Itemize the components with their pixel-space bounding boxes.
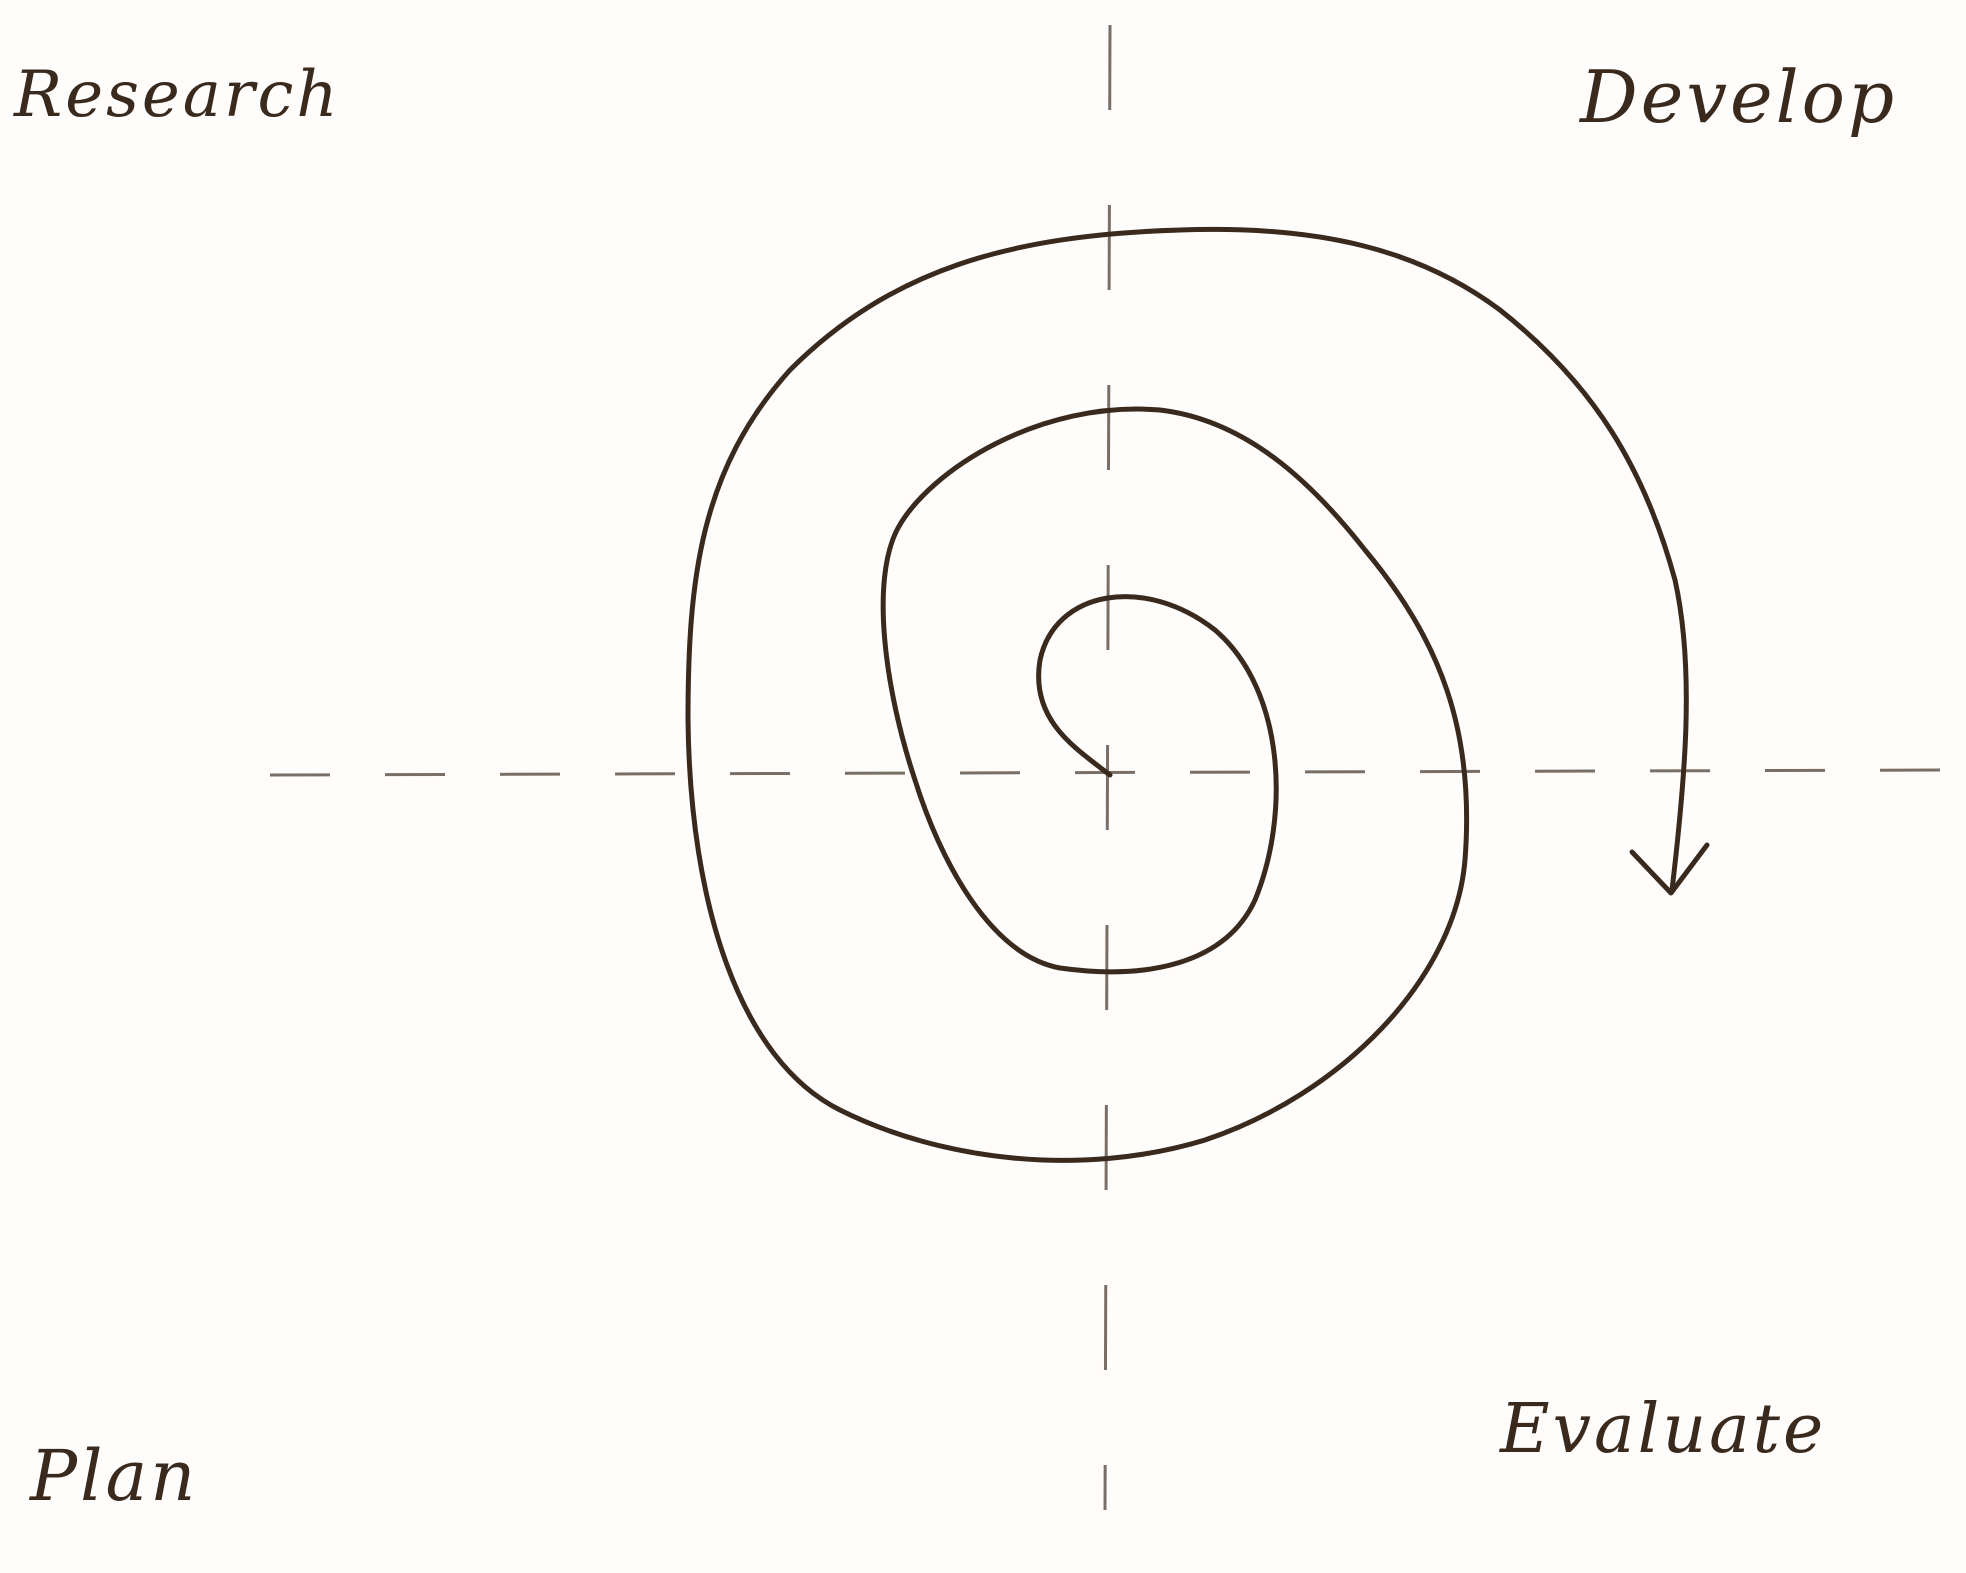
quadrant-label-evaluate: Evaluate	[1500, 1390, 1827, 1469]
quadrant-label-plan: Plan	[30, 1435, 199, 1517]
arrowhead	[1629, 842, 1710, 896]
vertical-axis	[1103, 24, 1112, 1511]
quadrant-label-research: Research	[14, 58, 341, 132]
quadrant-label-develop: Develop	[1580, 55, 1898, 139]
spiral-path	[685, 226, 1689, 1163]
